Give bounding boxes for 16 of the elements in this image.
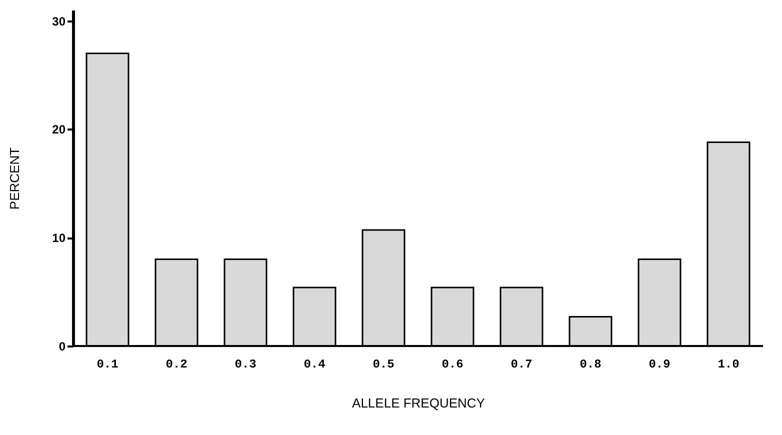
y-axis-title: PERCENT [7, 147, 22, 210]
y-tick-label: 30 [52, 14, 66, 28]
x-tick-label: 0.5 [372, 358, 394, 372]
x-tick-label: 0.9 [648, 358, 670, 372]
x-tick-label: 0.8 [580, 358, 602, 372]
x-tick-label: 0.2 [166, 358, 188, 372]
y-tick-label: 0 [58, 340, 66, 354]
y-tick-label: 20 [52, 122, 66, 137]
x-tick-label: 0.6 [442, 358, 464, 372]
x-tick-label: 0.4 [304, 358, 326, 372]
x-tick-label: 1.0 [718, 358, 740, 372]
x-tick-label: 0.1 [96, 358, 118, 372]
x-axis-title: ALLELE FREQUENCY [352, 396, 486, 410]
y-tick-label: 10 [52, 231, 66, 246]
x-tick-label: 0.7 [510, 358, 532, 372]
x-tick-label: 0.3 [234, 358, 256, 372]
